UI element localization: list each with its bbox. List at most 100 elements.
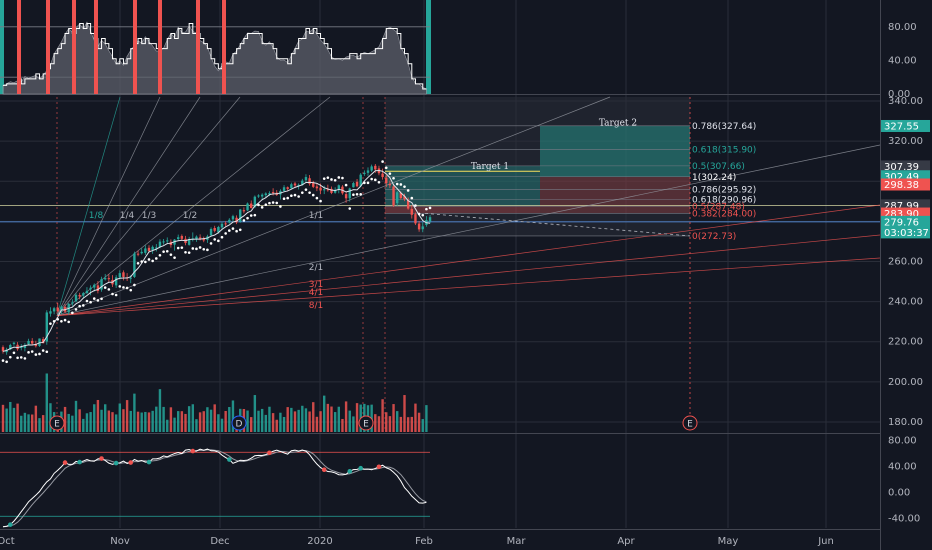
- volume-bar: [326, 403, 330, 432]
- parabolic-sar-dot: [374, 178, 377, 182]
- volume-bar: [414, 403, 417, 432]
- candle-body: [140, 251, 143, 254]
- fib-level-label-6: 0.5(287.48): [692, 202, 745, 212]
- parabolic-sar-dot: [242, 219, 246, 222]
- candle-body: [301, 180, 304, 186]
- parabolic-sar-dot: [206, 248, 209, 252]
- volume-bar: [209, 409, 213, 432]
- volume-bar: [217, 414, 220, 432]
- volume-bar: [49, 403, 52, 432]
- candle-body: [34, 344, 38, 347]
- parabolic-sar-dot: [264, 203, 268, 207]
- parabolic-sar-dot: [82, 304, 85, 307]
- candle-body: [428, 217, 432, 222]
- parabolic-sar-dot: [355, 192, 359, 196]
- parabolic-sar-dot: [260, 206, 264, 209]
- candle-body: [38, 338, 41, 346]
- parabolic-sar-dot: [78, 304, 81, 308]
- stoch-cross-dot-8: [267, 450, 272, 456]
- parabolic-sar-dot: [384, 166, 388, 170]
- candle-body: [180, 236, 184, 239]
- gann-ray-3: [56, 96, 241, 316]
- candle-body: [388, 183, 392, 186]
- parabolic-sar-dot: [74, 308, 78, 311]
- volume-bar: [162, 406, 165, 432]
- candle-body: [333, 189, 337, 193]
- volume-bar: [129, 410, 132, 432]
- volume-bar: [34, 405, 38, 432]
- candle-body: [253, 196, 257, 208]
- candle-body: [74, 294, 78, 302]
- candle-body: [166, 240, 169, 242]
- volume-bar: [308, 411, 311, 432]
- parabolic-sar-dot: [253, 213, 257, 217]
- parabolic-sar-dot: [92, 297, 96, 300]
- volume-bar: [125, 400, 129, 432]
- top-axis-tick-2: 0.00: [888, 89, 910, 100]
- parabolic-sar-dot: [425, 207, 428, 211]
- parabolic-sar-dot: [12, 351, 16, 355]
- event-marker-label-2: E: [363, 420, 369, 430]
- parabolic-sar-dot: [169, 253, 173, 256]
- volume-bar: [136, 411, 140, 432]
- parabolic-sar-dot: [290, 194, 293, 197]
- parabolic-sar-dot: [191, 247, 195, 250]
- top-panel-signal-bar-0: [17, 0, 21, 94]
- volume-bar: [264, 414, 267, 432]
- gann-label-4: 1/1: [309, 211, 323, 221]
- candle-body: [231, 216, 235, 220]
- price-tag-0: 327.55: [884, 121, 919, 132]
- top-indicator-area: [2, 21, 427, 95]
- parabolic-sar-dot: [220, 235, 224, 239]
- parabolic-sar-dot: [202, 247, 206, 251]
- candle-body: [71, 302, 74, 304]
- parabolic-sar-dot: [23, 357, 27, 360]
- volume-bar: [388, 416, 392, 432]
- candle-body: [286, 187, 289, 189]
- parabolic-sar-dot: [155, 257, 158, 260]
- candle-body: [177, 237, 180, 240]
- parabolic-sar-dot: [1, 359, 5, 362]
- drawing-labels: 0.786(327.64) 0.618(315.90) 0.5(307.66)1(3…: [49, 118, 756, 431]
- x-axis-tick-3: 2020: [307, 536, 332, 547]
- candle-body: [41, 339, 45, 344]
- parabolic-sar-dot: [187, 251, 191, 254]
- candle-body: [129, 277, 132, 279]
- gann-label-7: 4/1: [309, 288, 323, 298]
- candle-body: [52, 308, 56, 312]
- price-tag-bg-1: [881, 160, 930, 173]
- parabolic-sar-dot: [344, 183, 348, 187]
- candle-body: [136, 253, 140, 255]
- top-panel-signal-bar-2: [72, 0, 76, 94]
- candle-body: [410, 208, 413, 215]
- volume-bar: [417, 412, 421, 432]
- price-tag-bg-6: [881, 215, 930, 228]
- volume-bar: [23, 412, 27, 432]
- parabolic-sar-dot: [363, 181, 366, 185]
- volume-bar: [151, 410, 154, 432]
- top-panel-signal-bar-3: [94, 0, 98, 94]
- candle-body: [187, 239, 191, 245]
- main-axis-tick-6: 220.00: [888, 337, 923, 348]
- parabolic-sar-dot: [184, 250, 187, 254]
- parabolic-sar-dot: [30, 350, 34, 353]
- candle-body: [155, 247, 158, 249]
- parabolic-sar-dot: [417, 212, 421, 216]
- volume-bar: [93, 404, 96, 432]
- volume-bar: [396, 411, 399, 432]
- volume-bar: [333, 412, 337, 432]
- time-axis: Oct Nov Dec 2020 Feb Mar Apr May Jun: [0, 536, 834, 547]
- x-axis-tick-4: Feb: [415, 536, 433, 547]
- volume-bar: [392, 404, 395, 432]
- candle-body: [297, 184, 300, 187]
- stoch-cross-dot-13: [8, 522, 13, 527]
- volume-bar: [191, 404, 194, 432]
- volume-bar: [114, 414, 118, 432]
- candle-body: [235, 217, 238, 223]
- parabolic-sar-dot: [315, 196, 319, 200]
- parabolic-sar-dot: [213, 238, 216, 241]
- stoch-k-line: [2, 448, 427, 528]
- volume-bar: [293, 411, 297, 432]
- candle-body: [242, 210, 246, 212]
